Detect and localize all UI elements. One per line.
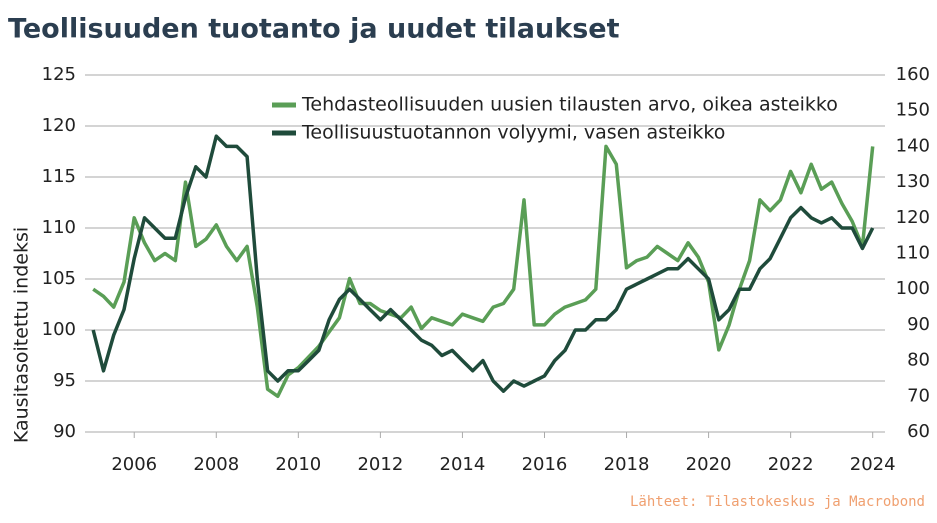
y2-tick-label: 140 (896, 135, 930, 156)
x-tick-label: 2008 (193, 454, 239, 475)
y2-tick-label: 100 (896, 278, 930, 299)
legend-label: Tehdasteollisuuden uusien tilausten arvo… (301, 94, 838, 116)
y2-tick-label: 90 (907, 314, 930, 335)
y2-tick-label: 70 (907, 385, 930, 406)
y2-tick-label: 110 (896, 243, 930, 264)
series-line (92, 144, 875, 399)
y2-tick-label: 60 (907, 421, 930, 442)
x-tick-label: 2012 (357, 454, 403, 475)
y-tick-label: 90 (53, 421, 76, 442)
y-tick-label: 110 (42, 217, 76, 238)
y-tick-label: 100 (42, 319, 76, 340)
source: Lähteet: Tilastokeskus ja Macrobond (630, 494, 925, 510)
y2-tick-label: 130 (896, 171, 930, 192)
series-line (91, 134, 875, 393)
x-tick-label: 2018 (604, 454, 650, 475)
legend-label: Teollisuustuotannon volyymi, vasen astei… (301, 122, 725, 144)
x-tick-label: 2014 (440, 454, 486, 475)
x-tick-label: 2010 (275, 454, 321, 475)
y-tick-label: 105 (42, 268, 76, 289)
x-tick-label: 2020 (686, 454, 732, 475)
y-tick-label: 95 (53, 370, 76, 391)
x-tick-label: 2016 (522, 454, 568, 475)
y-axis-label: Kausitasoitettu indeksi (11, 227, 33, 443)
chart-title: Teollisuuden tuotanto ja uudet tilaukset (8, 14, 620, 45)
y-tick-label: 125 (42, 64, 76, 85)
y2-tick-label: 160 (896, 64, 930, 85)
y2-tick-label: 150 (896, 100, 930, 121)
y2-tick-label: 120 (896, 207, 930, 228)
y2-tick-label: 80 (907, 350, 930, 371)
x-tick-label: 2006 (111, 454, 157, 475)
x-tick-label: 2022 (768, 454, 814, 475)
x-tick-label: 2024 (850, 454, 896, 475)
y-tick-label: 120 (42, 115, 76, 136)
y-tick-label: 115 (42, 166, 76, 187)
